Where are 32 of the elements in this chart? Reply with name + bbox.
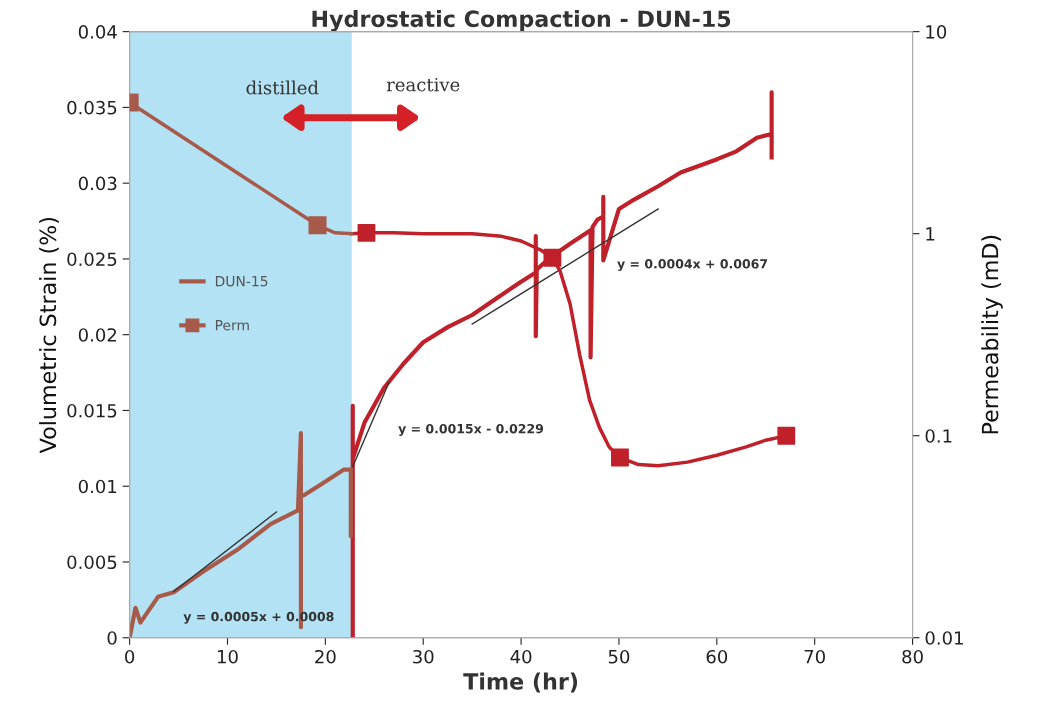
y-tick-label: 0.015 [67, 403, 117, 418]
annotation: y = 0.0015x - 0.0229 [398, 423, 544, 436]
x-tick-label: 10 [217, 649, 238, 664]
x-tick-label: 40 [510, 649, 532, 664]
y2-tick-label: 0.01 [925, 631, 963, 645]
y-tick-label: 0.01 [78, 479, 117, 494]
y-tick-label: 0.005 [67, 555, 117, 570]
x-tick-label: 20 [315, 649, 336, 664]
x-tick-label: 50 [608, 649, 630, 664]
annotation: y = 0.0004x + 0.0067 [617, 259, 768, 272]
y2-tick-label: 0.1 [925, 429, 952, 443]
y2-axis-title: Permeability (mD) [981, 235, 1003, 434]
y-tick-label: 0.03 [78, 176, 117, 191]
x-tick-label: 70 [804, 649, 825, 664]
y2-tick-label: 1 [926, 227, 935, 241]
y2-tick-label: 10 [926, 25, 947, 39]
x-tick-label: 60 [706, 649, 728, 664]
x-tick-label: 0 [125, 649, 135, 664]
annotation: distilled [246, 80, 319, 95]
y-tick-label: 0 [107, 631, 117, 645]
annotation: reactive [386, 77, 460, 92]
x-tick-label: 30 [413, 649, 434, 664]
legend-label: Perm [215, 320, 249, 331]
legend-label: DUN-15 [215, 276, 268, 287]
y-axis-title: Volumetric Strain (%) [39, 217, 59, 454]
x-tick-label: 80 [902, 649, 923, 664]
y-tick-label: 0.035 [67, 100, 117, 115]
y-tick-label: 0.025 [67, 252, 117, 267]
chart-title: Hydrostatic Compaction - DUN-15 [312, 9, 731, 32]
x-axis-title: Time (hr) [463, 672, 578, 693]
y-tick-label: 0.04 [78, 25, 117, 39]
y-tick-label: 0.02 [78, 328, 117, 342]
